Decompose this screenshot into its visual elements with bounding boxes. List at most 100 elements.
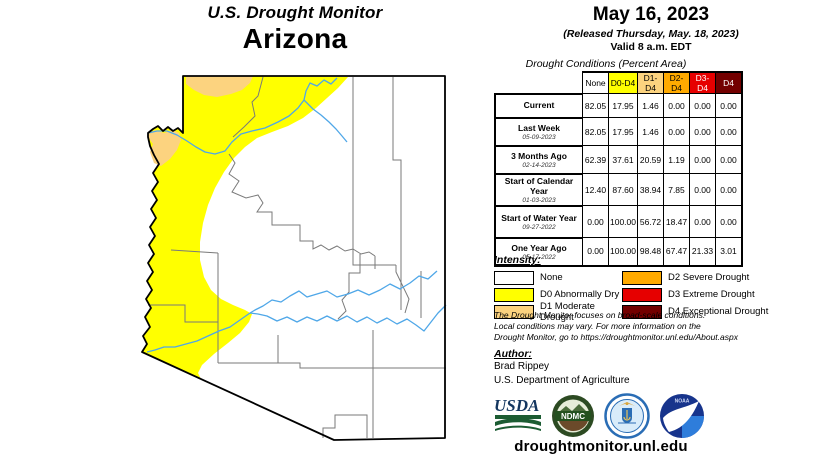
table-cell: 7.85	[663, 173, 690, 206]
d3-swatch	[622, 287, 662, 302]
svg-text:NDMC: NDMC	[561, 412, 585, 421]
noaa-logo: NOAA	[660, 394, 704, 438]
row-label: Current	[494, 92, 583, 119]
col-header-d4: D4	[715, 71, 743, 94]
table-cell: 1.19	[663, 145, 690, 174]
row-date: 01-03-2023	[522, 196, 556, 204]
col-header-d2d4: D2-D4	[663, 71, 690, 94]
svg-text:USDA: USDA	[494, 396, 539, 415]
ndmc-logo: NDMC	[552, 395, 594, 437]
table-cell: 0.00	[715, 145, 743, 174]
table-cell: 82.05	[582, 117, 609, 146]
row-date: 02-14-2023	[522, 161, 556, 169]
table-row: Start of Water Year 09-27-2022 0.00 100.…	[494, 204, 743, 239]
commerce-seal-logo	[604, 393, 650, 439]
corner-cell	[495, 72, 583, 94]
agency-logos: USDA NDMC NOAA	[494, 393, 705, 439]
table-row: Last Week 05-09-2023 82.05 17.95 1.46 0.…	[494, 116, 743, 147]
table-cell: 62.39	[582, 145, 609, 174]
col-header-d0d4: D0-D4	[608, 71, 638, 94]
table-title: Drought Conditions (Percent Area)	[525, 58, 687, 70]
row-label: One Year Ago 05-17-2022	[494, 236, 583, 267]
d4-swatch	[622, 304, 662, 319]
legend-item-none: None	[494, 270, 622, 285]
table-cell: 0.00	[689, 205, 716, 238]
table-cell: 0.00	[663, 117, 690, 146]
author-name: Brad Rippey	[494, 361, 550, 372]
table-cell: 56.72	[637, 205, 664, 238]
table-cell: 0.00	[689, 117, 716, 146]
row-label: Start of Water Year 09-27-2022	[494, 204, 583, 239]
legend-item-d0: D0 Abnormally Dry	[494, 287, 622, 302]
table-cell: 38.94	[637, 173, 664, 206]
colorado-river	[147, 77, 338, 155]
col-header-none: None	[582, 71, 609, 94]
usdm-title: U.S. Drought Monitor	[207, 3, 383, 22]
table-cell: 0.00	[689, 145, 716, 174]
d1-swatch	[494, 304, 534, 319]
none-swatch	[494, 270, 534, 285]
table-row: Current 82.05 17.95 1.46 0.00 0.00 0.00	[494, 92, 743, 119]
table-cell: 0.00	[689, 173, 716, 206]
table-row: 3 Months Ago 02-14-2023 62.39 37.61 20.5…	[494, 144, 743, 175]
table-cell: 3.01	[715, 237, 743, 267]
date-block: May 16, 2023 (Released Thursday, May. 18…	[490, 4, 812, 53]
table-cell: 21.33	[689, 237, 716, 267]
col-header-d3d4: D3-D4	[689, 71, 716, 94]
intensity-legend: Intensity: None D0 Abnormally Dry D1 Mod…	[494, 254, 814, 323]
legend-item-d2: D2 Severe Drought	[622, 270, 814, 285]
table-cell: 0.00	[715, 93, 743, 118]
author-org: U.S. Department of Agriculture	[494, 374, 630, 386]
table-cell: 100.00	[608, 205, 638, 238]
rivers	[146, 77, 447, 353]
table-cell: 1.46	[637, 117, 664, 146]
d0-area	[142, 76, 348, 379]
d1-area-west	[148, 130, 181, 166]
legend-item-d3: D3 Extreme Drought	[622, 287, 814, 302]
author-block: Author: Brad Rippey U.S. Department of A…	[494, 348, 630, 387]
legend-item-d1: D1 Moderate Drought	[494, 301, 622, 323]
table-cell: 12.40	[582, 173, 609, 206]
col-header-d1d4: D1-D4	[637, 71, 664, 94]
gila-river-upper	[249, 304, 447, 332]
usda-logo: USDA	[494, 396, 541, 431]
table-cell: 37.61	[608, 145, 638, 174]
table-cell: 0.00	[582, 237, 609, 267]
table-cell: 0.00	[715, 173, 743, 206]
state-name-title: Arizona	[242, 23, 348, 54]
table-cell: 0.00	[663, 93, 690, 118]
row-date: 05-09-2023	[522, 133, 556, 141]
state-outline	[141, 75, 446, 441]
row-label: Last Week 05-09-2023	[494, 116, 583, 147]
row-date: 09-27-2022	[522, 223, 556, 231]
drought-conditions-table: None D0-D4 D1-D4 D2-D4 D3-D4 D4 Current …	[494, 71, 743, 267]
table-row: One Year Ago 05-17-2022 0.00 100.00 98.4…	[494, 236, 743, 267]
table-cell: 18.47	[663, 205, 690, 238]
table-cell: 17.95	[608, 117, 638, 146]
d1-area-north	[186, 76, 253, 97]
website-link[interactable]: droughtmonitor.unl.edu	[514, 438, 688, 455]
row-label: Start of Calendar Year 01-03-2023	[494, 172, 583, 207]
legend-title: Intensity:	[494, 254, 541, 266]
table-cell: 100.00	[608, 237, 638, 267]
table-cell: 17.95	[608, 93, 638, 118]
county-borders	[148, 76, 446, 438]
table-cell: 20.59	[637, 145, 664, 174]
table-cell: 98.48	[637, 237, 664, 267]
table-cell: 1.46	[637, 93, 664, 118]
d0-swatch	[494, 287, 534, 302]
valid-time: Valid 8 a.m. EDT	[610, 41, 692, 53]
release-date: (Released Thursday, May. 18, 2023)	[563, 28, 739, 40]
table-row: Start of Calendar Year 01-03-2023 12.40 …	[494, 172, 743, 207]
svg-text:NOAA: NOAA	[675, 399, 690, 405]
title-block: U.S. Drought Monitor Arizona	[125, 3, 465, 55]
table-cell: 0.00	[689, 93, 716, 118]
d2-swatch	[622, 270, 662, 285]
disclaimer-text: The Drought Monitor focuses on broad-sca…	[494, 310, 738, 343]
table-cell: 0.00	[715, 205, 743, 238]
table-cell: 87.60	[608, 173, 638, 206]
legend-item-d4: D4 Exceptional Drought	[622, 304, 814, 319]
table-header-row: None D0-D4 D1-D4 D2-D4 D3-D4 D4	[495, 71, 743, 94]
